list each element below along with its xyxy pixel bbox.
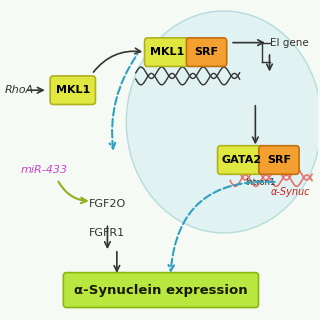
Text: FGFR1: FGFR1 xyxy=(89,228,125,238)
FancyBboxPatch shape xyxy=(50,76,95,105)
Text: α-Synuc: α-Synuc xyxy=(270,187,310,197)
FancyBboxPatch shape xyxy=(63,273,259,308)
Text: SRF: SRF xyxy=(195,47,219,57)
Text: RhoA: RhoA xyxy=(5,85,34,95)
FancyBboxPatch shape xyxy=(218,146,265,174)
Text: miR-433: miR-433 xyxy=(21,164,68,174)
Text: MKL1: MKL1 xyxy=(150,47,184,57)
Text: MKL1: MKL1 xyxy=(56,85,90,95)
Text: Intron1: Intron1 xyxy=(245,178,275,187)
Ellipse shape xyxy=(126,11,320,233)
Text: SRF: SRF xyxy=(267,155,291,165)
Text: El gene: El gene xyxy=(269,38,308,48)
Text: α-Synuclein expression: α-Synuclein expression xyxy=(74,284,248,297)
FancyBboxPatch shape xyxy=(259,146,299,174)
FancyBboxPatch shape xyxy=(145,38,190,67)
FancyBboxPatch shape xyxy=(187,38,227,67)
Text: GATA2: GATA2 xyxy=(221,155,261,165)
Text: FGF2O: FGF2O xyxy=(89,199,126,209)
